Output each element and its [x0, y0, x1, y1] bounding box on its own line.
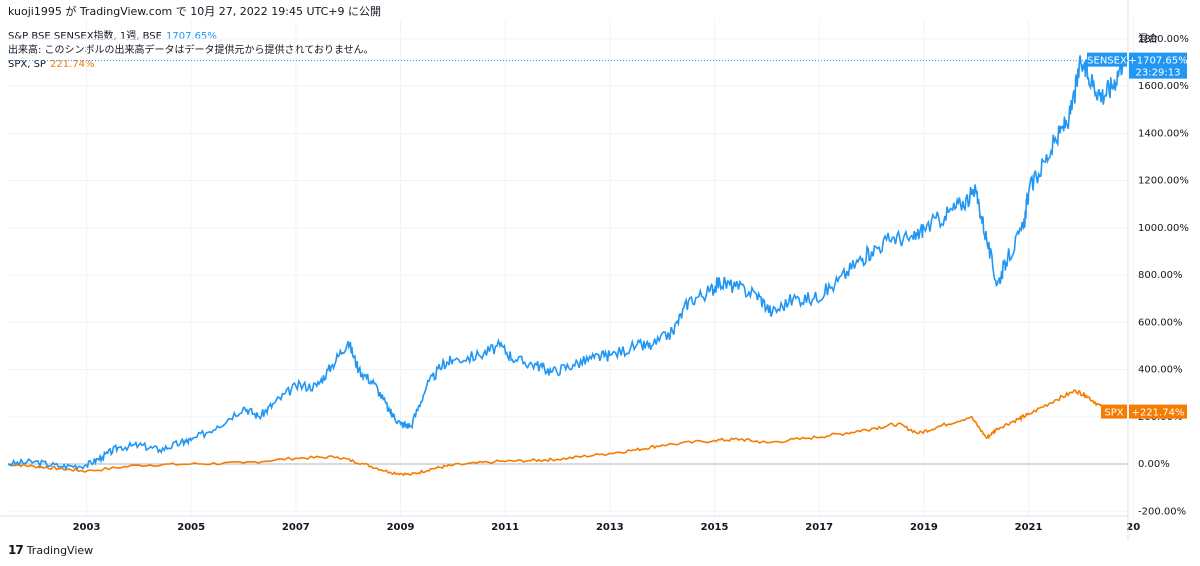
sensex-value-badge-text: +1707.65% — [1128, 56, 1187, 67]
y-tick-label: 800.00% — [1138, 270, 1183, 281]
y-tick-label: 1200.00% — [1138, 176, 1189, 187]
sensex-series-line[interactable] — [7, 55, 1124, 471]
legend-spx-label: SPX, SP — [8, 59, 46, 70]
sensex-countdown-text: 23:29:13 — [1136, 68, 1181, 79]
scale-mode-label[interactable]: 混合 — [1138, 34, 1158, 45]
sensex-name-badge-text: SENSEX — [1087, 56, 1127, 67]
footer-brand-name: TradingView — [26, 543, 94, 557]
x-tick-label: 2009 — [387, 522, 415, 533]
x-tick-label: 2005 — [177, 522, 205, 533]
spx-value-badge-text: +221.74% — [1132, 408, 1185, 419]
legend-row-spx[interactable]: SPX, SP 221.74% — [8, 58, 374, 72]
x-tick-label: 20 — [1126, 522, 1140, 533]
y-tick-label: -200.00% — [1138, 506, 1186, 517]
y-tick-label: 1000.00% — [1138, 223, 1189, 234]
x-tick-label: 2013 — [596, 522, 624, 533]
y-tick-label: 400.00% — [1138, 365, 1183, 376]
y-tick-label: 600.00% — [1138, 317, 1183, 328]
x-tick-label: 2019 — [910, 522, 938, 533]
x-tick-label: 2003 — [73, 522, 101, 533]
legend-sensex-label: S&P BSE SENSEX指数, 1週, BSE — [8, 31, 162, 42]
x-tick-label: 2015 — [701, 522, 729, 533]
spx-series-line[interactable] — [7, 388, 1124, 477]
tradingview-logo-icon: 17 — [8, 543, 24, 557]
x-tick-label: 2011 — [491, 522, 519, 533]
spx-value-badge — [1129, 404, 1187, 419]
y-tick-label: 1800.00% — [1138, 34, 1189, 45]
sensex-name-badge — [1087, 52, 1127, 67]
y-tick-label: 1400.00% — [1138, 128, 1189, 139]
spx-name-badge-text: SPX — [1104, 408, 1123, 419]
x-tick-label: 2021 — [1015, 522, 1043, 533]
footer-brand[interactable]: 17 TradingView — [8, 543, 93, 557]
sensex-value-badge — [1129, 52, 1187, 79]
x-tick-label: 2017 — [805, 522, 833, 533]
y-tick-label: 0.00% — [1138, 459, 1170, 470]
x-tick-label: 2007 — [282, 522, 310, 533]
legend-spx-value: 221.74% — [49, 59, 95, 70]
published-info: kuoji1995 が TradingView.com で 10月 27, 20… — [8, 5, 381, 18]
y-tick-label: 1600.00% — [1138, 81, 1189, 92]
spx-name-badge — [1101, 404, 1127, 419]
